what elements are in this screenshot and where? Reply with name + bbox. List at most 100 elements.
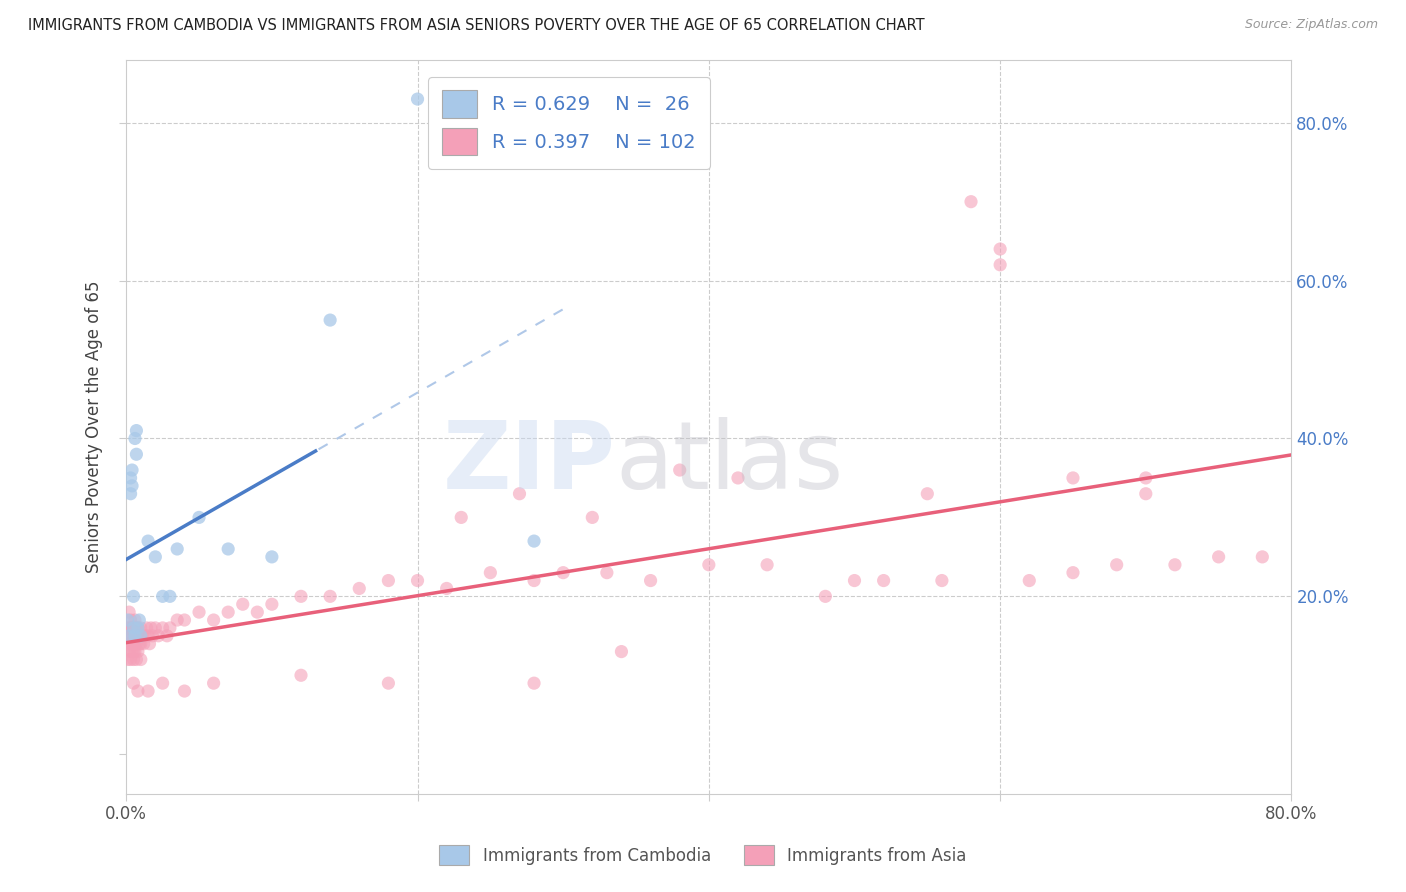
Point: [117, 613, 139, 627]
Point: [117, 621, 139, 635]
Point: [188, 605, 211, 619]
Point: [125, 652, 148, 666]
Point: [129, 629, 152, 643]
Point: [118, 605, 141, 619]
Point: [917, 487, 939, 501]
Point: [508, 487, 530, 501]
Point: [122, 590, 145, 604]
Point: [124, 432, 146, 446]
Point: [122, 644, 145, 658]
Point: [139, 621, 162, 635]
Point: [640, 574, 662, 588]
Point: [120, 652, 142, 666]
Point: [479, 566, 502, 580]
Point: [202, 613, 225, 627]
Point: [814, 590, 837, 604]
Point: [290, 590, 312, 604]
Point: [117, 637, 139, 651]
Point: [523, 574, 546, 588]
Point: [122, 652, 145, 666]
Point: [143, 621, 166, 635]
Point: [202, 676, 225, 690]
Point: [121, 637, 143, 651]
Point: [756, 558, 779, 572]
Point: [960, 194, 983, 209]
Point: [319, 313, 342, 327]
Point: [152, 676, 174, 690]
Point: [141, 629, 163, 643]
Point: [136, 629, 159, 643]
Point: [610, 644, 633, 658]
Point: [125, 637, 148, 651]
Point: [260, 549, 283, 564]
Point: [152, 621, 174, 635]
Point: [319, 590, 342, 604]
Point: [122, 637, 145, 651]
Point: [127, 644, 149, 658]
Point: [132, 637, 155, 651]
Point: [436, 582, 458, 596]
Point: [1164, 558, 1187, 572]
Point: [124, 613, 146, 627]
Point: [166, 613, 188, 627]
Point: [129, 637, 152, 651]
Point: [1062, 471, 1084, 485]
Point: [1135, 487, 1157, 501]
Point: [127, 621, 149, 635]
Point: [121, 479, 143, 493]
Point: [931, 574, 953, 588]
Point: [217, 541, 239, 556]
Point: [127, 621, 149, 635]
Point: [988, 242, 1011, 256]
Point: [117, 652, 139, 666]
Point: [668, 463, 690, 477]
Point: [120, 487, 142, 501]
Point: [125, 621, 148, 635]
Point: [120, 629, 142, 643]
Point: [596, 566, 619, 580]
Point: [523, 534, 546, 549]
Point: [127, 629, 149, 643]
Point: [1062, 566, 1084, 580]
Text: ZIP: ZIP: [443, 417, 616, 509]
Point: [697, 558, 720, 572]
Point: [124, 629, 146, 643]
Point: [136, 684, 159, 698]
Point: [121, 621, 143, 635]
Point: [136, 534, 159, 549]
Point: [122, 621, 145, 635]
Legend: R = 0.629    N =  26, R = 0.397    N = 102: R = 0.629 N = 26, R = 0.397 N = 102: [429, 77, 710, 169]
Point: [1018, 574, 1040, 588]
Point: [406, 574, 429, 588]
Point: [118, 629, 141, 643]
Point: [152, 590, 174, 604]
Point: [166, 541, 188, 556]
Point: [173, 613, 195, 627]
Point: [290, 668, 312, 682]
Point: [1251, 549, 1274, 564]
Point: [125, 424, 148, 438]
Point: [120, 471, 142, 485]
Point: [450, 510, 472, 524]
Point: [118, 629, 141, 643]
Text: IMMIGRANTS FROM CAMBODIA VS IMMIGRANTS FROM ASIA SENIORS POVERTY OVER THE AGE OF: IMMIGRANTS FROM CAMBODIA VS IMMIGRANTS F…: [28, 18, 925, 33]
Text: Source: ZipAtlas.com: Source: ZipAtlas.com: [1244, 18, 1378, 31]
Point: [523, 676, 546, 690]
Point: [159, 590, 181, 604]
Point: [173, 684, 195, 698]
Point: [124, 637, 146, 651]
Point: [131, 629, 153, 643]
Point: [143, 549, 166, 564]
Point: [122, 629, 145, 643]
Point: [138, 637, 160, 651]
Point: [1208, 549, 1230, 564]
Point: [121, 629, 143, 643]
Point: [120, 621, 142, 635]
Point: [125, 447, 148, 461]
Point: [1105, 558, 1128, 572]
Point: [553, 566, 575, 580]
Point: [118, 644, 141, 658]
Point: [120, 637, 142, 651]
Point: [120, 613, 142, 627]
Point: [349, 582, 371, 596]
